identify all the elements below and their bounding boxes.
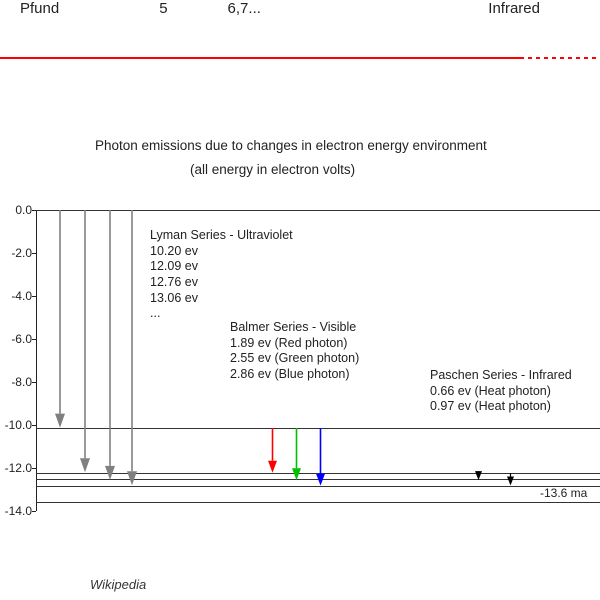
lyman-title: Lyman Series - Ultraviolet: [150, 228, 293, 244]
y-tick-label: -8.0: [0, 375, 32, 389]
lyman-arrow: [80, 210, 90, 472]
paschen-title: Paschen Series - Infrared: [430, 368, 572, 384]
series-line: 10.20 ev: [150, 244, 293, 260]
cell-m: 6,7...: [228, 0, 261, 17]
lyman-series-block: Lyman Series - Ultraviolet 10.20 ev12.09…: [150, 228, 293, 322]
ground-state-label: -13.6 ma: [540, 486, 587, 500]
y-tick: [32, 511, 36, 512]
paschen-arrow: [507, 473, 514, 485]
balmer-arrow: [268, 428, 277, 473]
y-tick: [32, 253, 36, 254]
caption-source: Wikipedia: [90, 577, 146, 592]
series-line: 12.76 ev: [150, 275, 293, 291]
series-line: 2.55 ev (Green photon): [230, 351, 359, 367]
cell-n: 5: [159, 0, 167, 17]
y-tick-label: -2.0: [0, 246, 32, 260]
diagram-title-2: (all energy in electron volts): [190, 162, 355, 177]
lyman-arrow: [105, 210, 115, 480]
balmer-arrow: [316, 428, 325, 486]
y-tick: [32, 382, 36, 383]
top-table-row: Pfund 5 6,7... Infrared: [20, 0, 580, 17]
balmer-series-block: Balmer Series - Visible 1.89 ev (Red pho…: [230, 320, 359, 383]
paschen-series-block: Paschen Series - Infrared 0.66 ev (Heat …: [430, 368, 572, 415]
y-tick-label: 0.0: [0, 203, 32, 217]
series-line: 12.09 ev: [150, 259, 293, 275]
y-tick: [32, 425, 36, 426]
series-line: 0.66 ev (Heat photon): [430, 384, 572, 400]
y-tick: [32, 296, 36, 297]
y-tick-label: -6.0: [0, 332, 32, 346]
lyman-arrow: [127, 210, 137, 485]
series-line: 13.06 ev: [150, 291, 293, 307]
y-tick: [32, 339, 36, 340]
y-tick-label: -12.0: [0, 461, 32, 475]
y-tick-label: -14.0: [0, 504, 32, 518]
y-tick: [32, 468, 36, 469]
level-line-n-inf: [36, 210, 600, 211]
y-axis-line: [36, 210, 37, 511]
lyman-arrow: [55, 210, 65, 428]
energy-level-line: [36, 486, 600, 487]
balmer-title: Balmer Series - Visible: [230, 320, 359, 336]
y-tick-label: -10.0: [0, 418, 32, 432]
page-root: Pfund 5 6,7... Infrared Photon emissions…: [0, 0, 600, 600]
diagram-title-1: Photon emissions due to changes in elect…: [95, 138, 487, 153]
energy-level-line: [36, 502, 600, 503]
energy-diagram: Photon emissions due to changes in elect…: [0, 120, 600, 540]
series-line: 2.86 ev (Blue photon): [230, 367, 359, 383]
cell-series: Pfund: [20, 0, 59, 17]
paschen-arrow: [475, 473, 482, 480]
cell-region: Infrared: [488, 0, 540, 17]
series-line: 1.89 ev (Red photon): [230, 336, 359, 352]
y-tick-label: -4.0: [0, 289, 32, 303]
balmer-arrow: [292, 428, 301, 480]
series-line: 0.97 ev (Heat photon): [430, 399, 572, 415]
